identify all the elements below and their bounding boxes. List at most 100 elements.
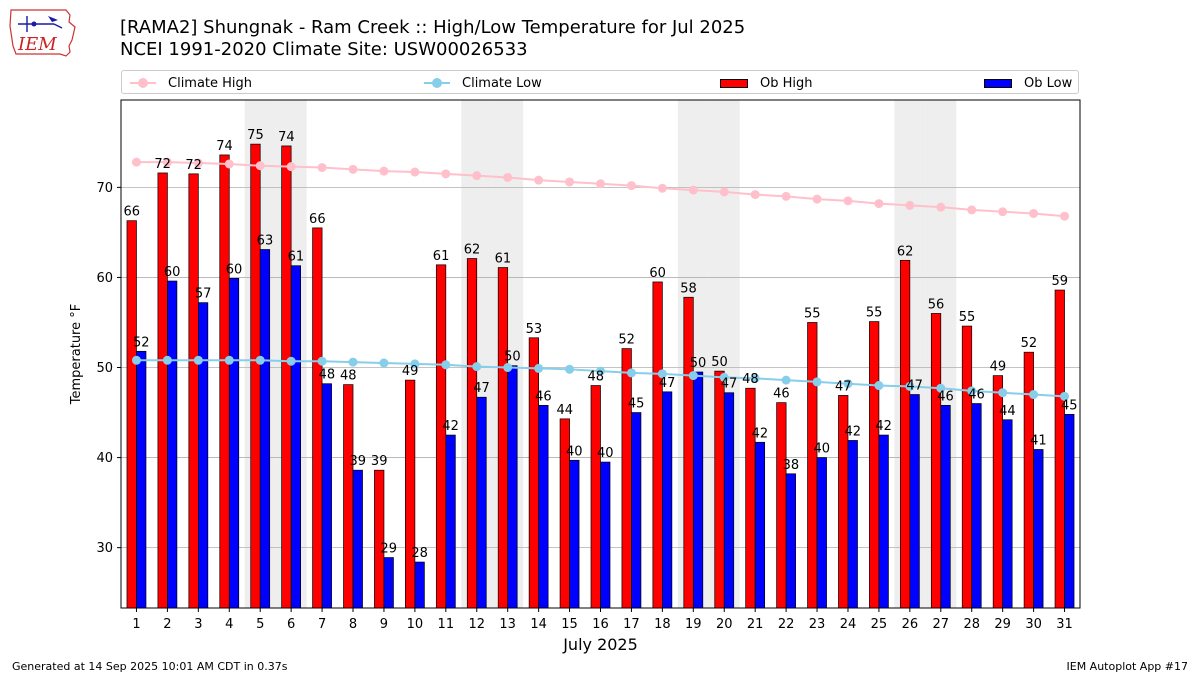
ob-low-label-day-17: 45 xyxy=(628,397,645,412)
climate-low-point-day-14 xyxy=(534,363,544,373)
climate-low-point-day-4 xyxy=(224,355,234,365)
ob-high-label-day-24: 47 xyxy=(835,379,852,394)
logo-text: IEM xyxy=(17,34,57,55)
ob-high-label-day-4: 74 xyxy=(216,139,233,154)
climate-low-point-day-9 xyxy=(379,358,389,368)
ob-low-bar-day-5 xyxy=(259,249,271,609)
x-tick-label-9: 9 xyxy=(380,617,388,632)
ob-high-bar-day-21 xyxy=(745,387,756,609)
climate-high-point-day-8 xyxy=(348,164,358,174)
legend-swatch-ob-low xyxy=(984,78,1012,88)
climate-low-point-day-16 xyxy=(596,366,605,376)
y-tick-label-50: 50 xyxy=(96,361,113,376)
footer-app-text: IEM Autoplot App #17 xyxy=(1066,660,1189,673)
ob-low-bar-day-19 xyxy=(692,371,704,609)
footer-generated-text: Generated at 14 Sep 2025 10:01 AM CDT in… xyxy=(12,660,288,673)
climate-low-point-day-27 xyxy=(936,383,946,393)
ob-high-label-day-10: 49 xyxy=(402,364,419,379)
ob-low-bar-day-30 xyxy=(1033,449,1044,609)
climate-low-point-day-30 xyxy=(1029,390,1039,400)
ob-high-bar-day-26 xyxy=(900,259,911,609)
x-tick-label-29: 29 xyxy=(994,617,1011,632)
x-tick-label-18: 18 xyxy=(654,617,671,632)
climate-high-point-day-10 xyxy=(410,167,420,177)
legend-swatch-climate-high xyxy=(130,77,156,89)
ob-low-label-day-7: 48 xyxy=(319,368,336,383)
ob-low-bar-day-3 xyxy=(197,302,209,609)
ob-high-label-day-14: 53 xyxy=(526,322,543,337)
climate-low-point-day-21 xyxy=(750,373,760,383)
climate-high-point-day-20 xyxy=(719,187,729,197)
climate-high-point-day-28 xyxy=(967,205,977,215)
climate-high-point-day-4 xyxy=(224,159,234,169)
ob-high-bar-day-16 xyxy=(590,385,601,609)
ob-high-bar-day-25 xyxy=(869,321,880,609)
ob-high-bar-day-9 xyxy=(374,469,385,609)
ob-low-bar-day-12 xyxy=(476,396,487,609)
climate-low-point-day-5 xyxy=(255,355,265,365)
ob-low-label-day-21: 42 xyxy=(752,426,769,441)
x-tick-label-5: 5 xyxy=(256,617,264,632)
x-tick-label-6: 6 xyxy=(287,617,295,632)
ob-low-label-day-22: 38 xyxy=(783,458,800,473)
ob-low-bar-day-24 xyxy=(847,440,858,609)
climate-low-point-day-17 xyxy=(626,368,636,378)
ob-low-label-day-13: 50 xyxy=(504,350,521,365)
ob-high-bar-day-28 xyxy=(961,325,973,609)
climate-low-point-day-11 xyxy=(441,360,451,370)
climate-low-point-day-8 xyxy=(348,357,358,367)
legend-label-ob-high: Ob High xyxy=(760,75,813,91)
ob-low-label-day-8: 39 xyxy=(349,454,366,469)
ob-high-label-day-20: 50 xyxy=(711,355,728,370)
ob-low-label-day-31: 45 xyxy=(1061,398,1078,413)
ob-low-bar-day-17 xyxy=(631,412,642,609)
ob-high-label-day-9: 39 xyxy=(371,454,388,469)
climate-high-point-day-12 xyxy=(472,171,482,181)
ob-high-bar-day-5 xyxy=(250,143,261,609)
ob-low-label-day-20: 47 xyxy=(721,377,738,392)
ob-low-label-day-23: 40 xyxy=(814,442,831,457)
ob-low-label-day-16: 40 xyxy=(597,446,614,461)
legend-item-ob-low: Ob Low xyxy=(984,73,1072,93)
ob-low-bar-day-13 xyxy=(507,365,518,609)
ob-high-bar-day-20 xyxy=(714,370,725,609)
x-tick-label-3: 3 xyxy=(194,617,202,632)
y-axis-label: Temperature °F xyxy=(69,304,84,405)
x-tick-label-10: 10 xyxy=(407,617,424,632)
x-tick-label-17: 17 xyxy=(623,617,640,632)
x-tick-label-16: 16 xyxy=(592,617,609,632)
ob-high-label-day-16: 48 xyxy=(587,370,604,385)
ob-low-bar-day-9 xyxy=(383,557,394,609)
ob-low-label-day-28: 46 xyxy=(968,388,985,403)
climate-high-point-day-11 xyxy=(441,169,451,179)
y-tick-label-60: 60 xyxy=(96,271,113,286)
y-tick-label-30: 30 xyxy=(96,541,113,556)
y-tick-label-70: 70 xyxy=(96,181,113,196)
climate-high-point-day-27 xyxy=(936,202,946,212)
ob-low-label-day-4: 60 xyxy=(226,262,243,277)
x-axis-label: July 2025 xyxy=(562,635,638,654)
ob-low-bar-day-7 xyxy=(321,383,332,609)
ob-low-bar-day-21 xyxy=(754,441,766,609)
ob-high-bar-day-1 xyxy=(126,220,137,609)
x-tick-label-14: 14 xyxy=(530,617,547,632)
legend-swatch-ob-high xyxy=(720,78,748,88)
legend-label-climate-high: Climate High xyxy=(168,75,253,91)
legend-item-ob-high: Ob High xyxy=(720,73,813,93)
ob-high-label-day-28: 55 xyxy=(959,310,976,325)
ob-high-label-day-7: 66 xyxy=(309,212,326,227)
ob-high-bar-day-12 xyxy=(466,258,478,609)
legend-label-climate-low: Climate Low xyxy=(462,75,542,91)
climate-high-point-day-9 xyxy=(379,166,389,176)
climate-high-point-day-5 xyxy=(255,161,265,171)
ob-high-label-day-27: 56 xyxy=(928,297,945,312)
x-tick-label-4: 4 xyxy=(225,617,233,632)
ob-high-label-day-15: 44 xyxy=(557,403,574,418)
ob-low-bar-day-6 xyxy=(290,265,301,609)
climate-high-point-day-17 xyxy=(626,181,636,191)
x-tick-label-23: 23 xyxy=(809,617,826,632)
ob-low-bar-day-11 xyxy=(445,434,456,609)
ob-high-label-day-6: 74 xyxy=(278,130,295,145)
legend-item-climate-high: Climate High xyxy=(130,73,252,93)
ob-low-label-day-15: 40 xyxy=(566,444,583,459)
